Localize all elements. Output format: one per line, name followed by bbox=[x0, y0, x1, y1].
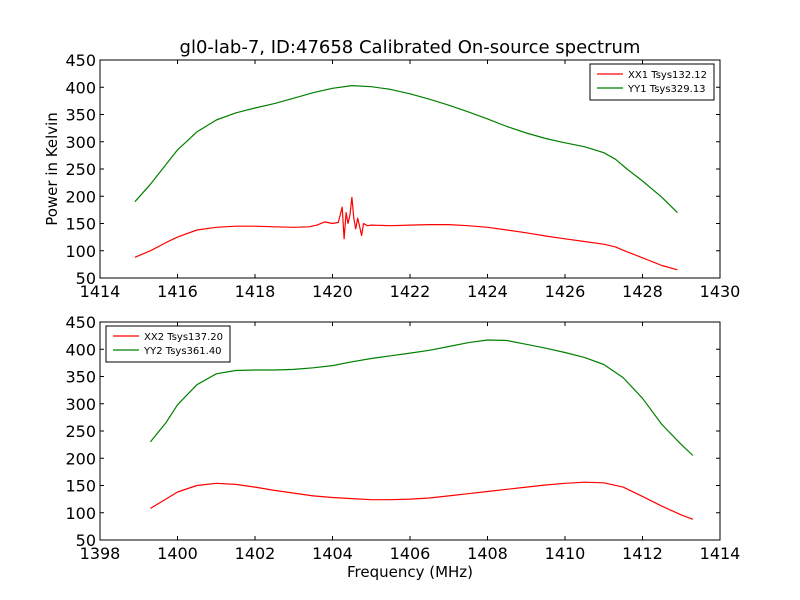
legend-label: YY2 Tsys361.40 bbox=[143, 346, 222, 357]
bottom-panel: 1398140014021404140614081410141214145010… bbox=[65, 313, 740, 563]
y-tick-label: 150 bbox=[65, 477, 96, 496]
y-tick-label: 350 bbox=[65, 106, 96, 125]
legend-label: XX2 Tsys137.20 bbox=[144, 332, 223, 343]
x-tick-label: 1424 bbox=[467, 282, 508, 301]
legend: XX2 Tsys137.20 YY2 Tsys361.40 bbox=[106, 326, 230, 362]
y-tick-label: 300 bbox=[65, 133, 96, 152]
legend-label: YY1 Tsys329.13 bbox=[627, 84, 706, 95]
x-tick-label: 1408 bbox=[467, 544, 508, 563]
y-tick-label: 100 bbox=[65, 504, 96, 523]
x-tick-label: 1412 bbox=[622, 544, 663, 563]
x-tick-label: 1426 bbox=[545, 282, 586, 301]
x-tick-label: 1420 bbox=[312, 282, 353, 301]
y-tick-label: 200 bbox=[65, 187, 96, 206]
y-tick-label: 50 bbox=[76, 531, 96, 550]
x-tick-label: 1406 bbox=[390, 544, 431, 563]
series-line-1 bbox=[135, 197, 678, 269]
y-tick-label: 450 bbox=[65, 313, 96, 332]
y-tick-label: 150 bbox=[65, 215, 96, 234]
x-tick-label: 1414 bbox=[700, 544, 741, 563]
y-tick-label: 400 bbox=[65, 340, 96, 359]
x-tick-label: 1410 bbox=[545, 544, 586, 563]
y-tick-label: 100 bbox=[65, 242, 96, 261]
x-tick-label: 1430 bbox=[700, 282, 741, 301]
x-tick-label: 1404 bbox=[312, 544, 353, 563]
top-panel: 1414141614181420142214241426142814305010… bbox=[65, 51, 740, 301]
x-tick-label: 1428 bbox=[622, 282, 663, 301]
series-line-1 bbox=[150, 482, 693, 519]
x-tick-label: 1422 bbox=[390, 282, 431, 301]
x-axis-label: Frequency (MHz) bbox=[347, 563, 473, 581]
y-tick-label: 450 bbox=[65, 51, 96, 70]
legend: XX1 Tsys132.12 YY1 Tsys329.13 bbox=[590, 64, 714, 100]
series-line-2 bbox=[135, 86, 678, 213]
y-tick-label: 400 bbox=[65, 78, 96, 97]
y-axis-label: Power in Kelvin bbox=[43, 112, 61, 226]
x-tick-label: 1416 bbox=[157, 282, 198, 301]
series-line-2 bbox=[150, 340, 693, 456]
x-tick-label: 1400 bbox=[157, 544, 198, 563]
y-tick-label: 350 bbox=[65, 368, 96, 387]
y-tick-label: 250 bbox=[65, 422, 96, 441]
legend-label: XX1 Tsys132.12 bbox=[628, 70, 707, 81]
y-tick-label: 50 bbox=[76, 269, 96, 288]
y-tick-label: 250 bbox=[65, 160, 96, 179]
y-tick-label: 200 bbox=[65, 449, 96, 468]
x-tick-label: 1402 bbox=[235, 544, 276, 563]
y-tick-label: 300 bbox=[65, 395, 96, 414]
x-tick-label: 1418 bbox=[235, 282, 276, 301]
chart-title: gl0-lab-7, ID:47658 Calibrated On-source… bbox=[180, 37, 641, 58]
